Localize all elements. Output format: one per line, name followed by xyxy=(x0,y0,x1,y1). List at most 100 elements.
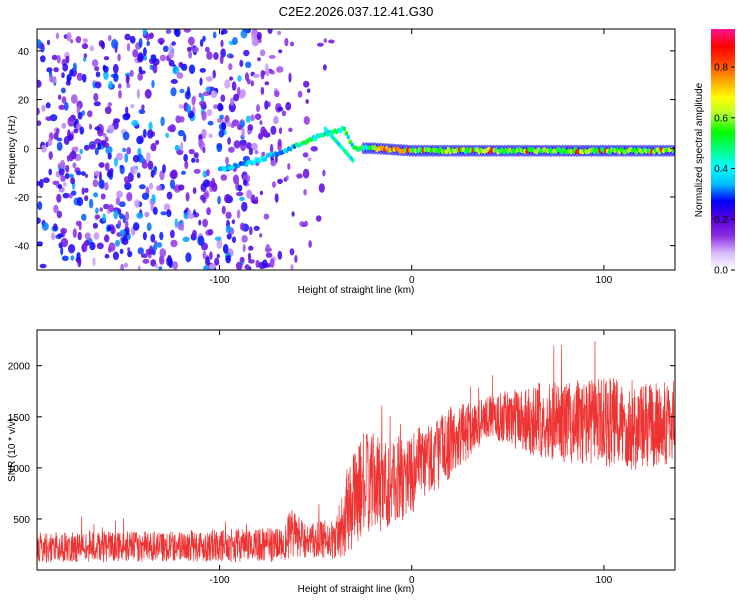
spectrogram-noise-blob xyxy=(202,218,209,228)
spectrogram-noise-blob xyxy=(242,244,246,253)
spectrogram-noise-blob xyxy=(152,63,158,74)
spectrogram-noise-blob xyxy=(103,203,110,210)
spectrogram-noise-blob xyxy=(170,229,175,239)
spectrogram-noise-blob xyxy=(288,72,292,83)
spectrogram-noise-blob xyxy=(67,116,75,127)
spectrogram-noise-blob xyxy=(192,229,197,237)
spectrogram-noise-blob xyxy=(118,214,126,219)
spectrogram-noise-blob xyxy=(137,247,144,255)
spectrogram-noise-blob xyxy=(287,163,291,170)
spectrogram-ytick-label: 0 xyxy=(23,144,29,155)
spectrogram-noise-blob xyxy=(277,30,282,36)
spectrogram-noise-blob xyxy=(151,194,156,203)
spectrogram-noise-blob xyxy=(94,81,102,89)
spectrogram-noise-blob xyxy=(232,37,238,45)
spectrogram-noise-blob xyxy=(88,143,96,150)
spectrogram-noise-blob xyxy=(103,70,109,80)
spectrogram-noise-blob xyxy=(247,252,252,262)
spectrogram-noise-blob xyxy=(93,170,100,177)
spectrogram-noise-blob xyxy=(75,123,82,130)
spectrogram-noise-blob xyxy=(124,153,129,163)
spectrogram-noise-blob xyxy=(148,32,154,39)
spectrogram-noise-blob xyxy=(76,170,82,176)
spectrogram-noise-blob xyxy=(107,169,113,178)
spectrogram-noise-blob xyxy=(62,192,70,199)
spectrogram-noise-blob xyxy=(141,192,150,200)
spectrogram-noise-blob xyxy=(68,173,74,178)
spectrogram-noise-blob xyxy=(115,197,121,206)
colorbar-tick-label: 0.2 xyxy=(714,215,728,226)
spectrogram-noise-blob xyxy=(37,120,42,126)
spectrogram-noise-blob xyxy=(146,152,151,163)
spectrogram-noise-blob xyxy=(120,263,124,270)
spectrogram-noise-blob xyxy=(290,264,294,270)
snr-ticks: -100 0 100 500 1000 1500 2000 xyxy=(8,330,675,586)
spectrogram-noise-blob xyxy=(72,162,77,169)
spectrogram-noise-blob xyxy=(82,73,87,83)
spectrogram-noise-blob xyxy=(37,107,40,115)
spectrogram-noise-blob xyxy=(216,239,223,249)
colorbar-gradient xyxy=(711,29,735,270)
spectrogram-noise-blob xyxy=(98,179,105,189)
spectrogram-noise-blob xyxy=(147,129,154,139)
spectrogram-noise-blob xyxy=(235,261,243,270)
spectrogram-noise-blob xyxy=(122,131,130,141)
spectrogram-noise-blob xyxy=(58,167,65,176)
spectrogram-noise-blob xyxy=(200,182,207,192)
spectrogram-noise-blob xyxy=(297,90,303,98)
spectrogram-noise-blob xyxy=(94,147,99,156)
spectrogram-noise-blob xyxy=(256,31,262,40)
spectrogram-noise-blob xyxy=(255,196,259,204)
spectrogram-noise-blob xyxy=(92,257,96,267)
spectrogram-noise-blob xyxy=(245,115,251,123)
spectrogram-noise-blob xyxy=(127,250,133,258)
spectrogram-noise-blob xyxy=(301,222,306,228)
spectrogram-noise-blob xyxy=(93,232,100,240)
spectrogram-noise-blob xyxy=(249,226,253,236)
spectrogram-noise-blob xyxy=(244,264,250,270)
spectrogram-noise-blob xyxy=(88,198,94,209)
spectrogram-noise-blob xyxy=(84,187,89,193)
spectrogram-noise-blob xyxy=(239,256,245,263)
spectrogram-noise-blob xyxy=(277,138,282,147)
spectrogram-noise-blob xyxy=(106,225,112,232)
spectrogram-noise-blob xyxy=(68,244,76,254)
spectrogram-noise-blob xyxy=(174,29,181,38)
spectrogram-noise-blob xyxy=(237,86,241,96)
spectrogram-noise-blob xyxy=(152,58,160,66)
spectrogram-noise-blob xyxy=(98,162,105,168)
spectrogram-noise-blob xyxy=(168,49,175,59)
spectrogram-noise-blob xyxy=(142,258,150,264)
spectrogram-noise-blob xyxy=(317,42,324,47)
spectrogram-noise-blob xyxy=(97,142,102,150)
spectrogram-noise-blob xyxy=(73,146,79,152)
spectrogram-noise-blob xyxy=(184,90,191,100)
spectrogram-noise-blob xyxy=(269,143,274,154)
spectrogram-noise-blob xyxy=(213,104,219,110)
spectrogram-noise-blob xyxy=(136,172,141,179)
spectrogram-noise-blob xyxy=(209,251,213,260)
spectrogram-noise-blob xyxy=(294,254,298,263)
spectrogram-noise-blob xyxy=(260,86,265,95)
spectrogram-noise-blob xyxy=(108,204,114,213)
snr-panel: -100 0 100 500 1000 1500 2000 Height of straig… xyxy=(7,329,676,595)
spectrogram-noise-blob xyxy=(56,193,62,203)
spectrogram-noise-blob xyxy=(37,39,42,49)
spectrogram-noise-blob xyxy=(150,169,155,178)
spectrogram-noise-blob xyxy=(112,251,119,261)
spectrogram-noise-blob xyxy=(68,193,73,199)
spectrogram-noise-blob xyxy=(53,67,59,73)
spectrogram-noise-blob xyxy=(206,169,210,177)
spectrogram-noise-blob xyxy=(305,99,309,104)
spectrogram-noise-blob xyxy=(56,54,61,64)
spectrogram-noise-blob xyxy=(70,39,74,44)
spectrogram-noise-blob xyxy=(202,35,206,42)
spectrogram-noise-blob xyxy=(130,103,135,109)
spectrogram-noise-blob xyxy=(62,63,69,72)
spectrogram-noise-blob xyxy=(95,71,101,78)
spectrogram-noise-blob xyxy=(233,140,241,149)
spectrogram-noise-blob xyxy=(107,152,112,160)
snr-frame xyxy=(36,329,676,571)
spectrogram-noise-blob xyxy=(252,73,260,78)
spectrogram-noise-blob xyxy=(129,69,134,78)
